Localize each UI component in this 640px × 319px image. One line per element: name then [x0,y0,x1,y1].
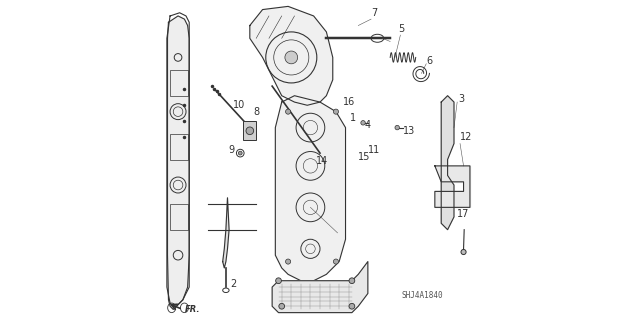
Polygon shape [441,96,454,230]
Text: 12: 12 [460,132,473,142]
Text: 9: 9 [228,145,234,155]
Text: 15: 15 [358,152,370,161]
Circle shape [333,109,339,114]
Text: 5: 5 [398,24,404,34]
Text: 8: 8 [253,107,259,117]
Circle shape [461,249,466,255]
Text: 16: 16 [342,97,355,107]
Text: FR.: FR. [184,305,200,314]
Polygon shape [167,13,189,306]
Text: 10: 10 [232,100,244,110]
Polygon shape [168,16,189,309]
Circle shape [285,51,298,64]
Circle shape [238,151,242,155]
Bar [170,204,188,230]
Text: 11: 11 [367,145,380,155]
Bar [170,134,188,160]
Text: 6: 6 [427,56,433,66]
Circle shape [279,303,285,309]
Polygon shape [250,6,333,105]
Bar [170,70,188,96]
Polygon shape [223,198,229,268]
Text: 7: 7 [371,8,378,18]
Circle shape [285,259,291,264]
Text: 3: 3 [459,94,465,104]
Text: 2: 2 [230,279,237,289]
Polygon shape [435,166,470,207]
Text: 13: 13 [403,126,415,136]
Text: 14: 14 [316,156,328,166]
Text: SHJ4A1840: SHJ4A1840 [401,291,443,300]
Circle shape [285,109,291,114]
Circle shape [349,278,355,284]
Polygon shape [272,262,368,313]
Bar [243,121,256,140]
Text: 4: 4 [365,120,371,130]
Circle shape [333,259,339,264]
Circle shape [276,278,282,284]
Circle shape [246,127,253,135]
Circle shape [395,125,399,130]
Circle shape [349,303,355,309]
Text: 17: 17 [458,209,470,219]
Circle shape [361,121,365,125]
Polygon shape [275,96,346,281]
Text: 1: 1 [351,113,356,123]
